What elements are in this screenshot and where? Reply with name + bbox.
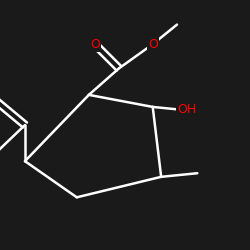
Text: O: O: [90, 38, 100, 51]
Text: OH: OH: [177, 103, 196, 116]
Text: O: O: [148, 38, 158, 51]
